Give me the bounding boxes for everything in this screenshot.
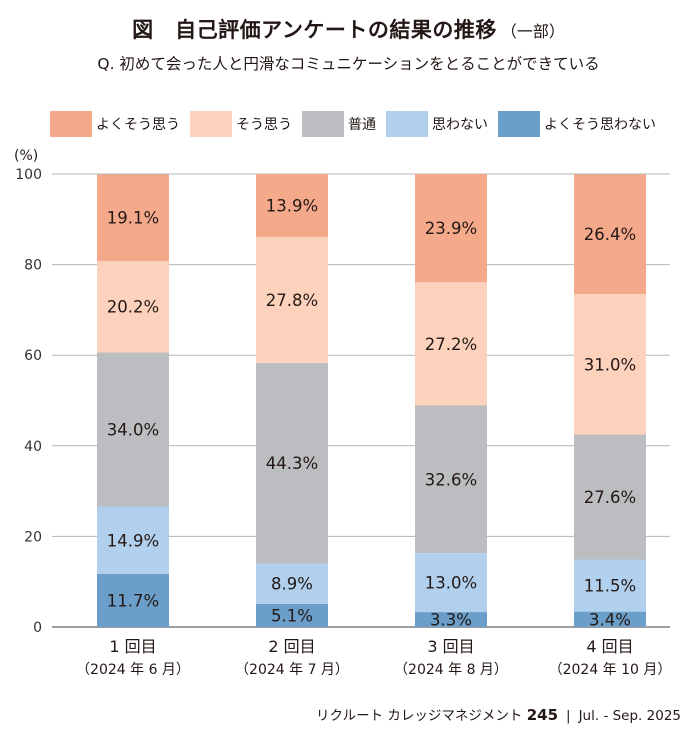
legend-swatch — [386, 111, 428, 137]
bar-segment — [97, 260, 169, 353]
data-label: 27.6% — [584, 488, 636, 507]
bar-segment — [415, 282, 487, 406]
legend-item: よくそう思う — [50, 111, 180, 137]
data-label: 34.0% — [107, 420, 159, 439]
x-category-sublabel: （2024 年 7 月） — [235, 662, 349, 678]
data-label: 13.9% — [266, 196, 318, 215]
bar-segment — [415, 174, 487, 283]
bar-segment — [97, 573, 169, 627]
y-tick-label: 20 — [24, 529, 42, 545]
survey-question: Q. 初めて会った人と円滑なコミュニケーションをとることができている — [97, 55, 600, 73]
x-category-sublabel: （2024 年 6 月） — [76, 662, 190, 678]
data-label: 31.0% — [584, 355, 636, 374]
bar-segment — [97, 174, 169, 261]
data-label: 5.1% — [271, 606, 313, 625]
legend-label: そう思う — [236, 117, 292, 133]
bar-segment — [574, 294, 646, 435]
x-category-label: 2 回目 — [268, 637, 315, 656]
legend-label: 思わない — [432, 117, 488, 133]
bar-segment — [97, 506, 169, 574]
data-label: 3.4% — [589, 610, 631, 629]
data-label: 23.9% — [425, 219, 477, 238]
legend-label: よくそう思う — [96, 117, 180, 133]
bar-segment — [256, 174, 328, 237]
data-label: 27.2% — [425, 335, 477, 354]
legend-item: そう思う — [190, 111, 292, 137]
x-category-sublabel: （2024 年 8 月） — [394, 662, 508, 678]
chart-title: 図 自己評価アンケートの結果の推移 （一部） — [0, 14, 697, 44]
legend-item: 普通 — [302, 111, 376, 137]
data-label: 32.6% — [425, 470, 477, 489]
bar-segment — [256, 236, 328, 363]
data-label: 27.8% — [266, 291, 318, 310]
legend-swatch — [302, 111, 344, 137]
footer: リクルート カレッジマネジメント 245 | Jul. - Sep. 2025 — [316, 704, 681, 724]
data-label: 19.1% — [107, 209, 159, 228]
data-label: 11.7% — [107, 591, 159, 610]
legend-swatch — [50, 111, 92, 137]
legend-swatch — [498, 111, 540, 137]
title-main: 図 自己評価アンケートの結果の推移 — [132, 18, 497, 42]
bar-segment — [256, 362, 328, 564]
bar-segment — [97, 352, 169, 507]
footer-period: Jul. - Sep. 2025 — [578, 708, 681, 724]
data-label: 44.3% — [266, 454, 318, 473]
bar-segment — [415, 612, 487, 627]
bar-segment — [574, 174, 646, 295]
y-tick-label: 80 — [24, 258, 42, 274]
bar-segment — [415, 405, 487, 554]
footer-publication: リクルート カレッジマネジメント — [316, 708, 523, 724]
data-label: 26.4% — [584, 225, 636, 244]
data-label: 14.9% — [107, 531, 159, 550]
x-category-label: 3 回目 — [427, 637, 474, 656]
bar-segment — [574, 559, 646, 612]
legend-swatch — [190, 111, 232, 137]
y-axis-unit: (%) — [14, 148, 39, 164]
data-label: 3.3% — [430, 611, 472, 630]
bar-segment — [256, 603, 328, 627]
title-sub: （一部） — [500, 22, 565, 41]
y-tick-label: 100 — [15, 167, 42, 183]
data-label: 8.9% — [271, 575, 313, 594]
data-label: 20.2% — [107, 298, 159, 317]
legend-item: 思わない — [386, 111, 488, 137]
x-category-label: 4 回目 — [586, 637, 633, 656]
y-tick-label: 40 — [24, 439, 42, 455]
bar-segment — [415, 553, 487, 613]
y-tick-label: 60 — [24, 348, 42, 364]
legend-item: よくそう思わない — [498, 111, 656, 137]
y-tick-label: 0 — [33, 620, 42, 636]
footer-issue: 245 — [526, 706, 559, 724]
bar-segment — [574, 611, 646, 627]
legend-label: よくそう思わない — [544, 117, 656, 133]
stacked-bar-chart: 0 20 40 60 80 100 11.7% 14.9% 34.0% 20.2% 19.1% 1 回… — [15, 167, 672, 678]
bar-segment — [574, 434, 646, 560]
x-category-sublabel: （2024 年 10 月） — [549, 662, 672, 678]
data-label: 13.0% — [425, 574, 477, 593]
data-label: 11.5% — [584, 577, 636, 596]
footer-separator: | — [566, 708, 571, 724]
bar-segment — [256, 563, 328, 604]
chart-legend: よくそう思う そう思う 普通 思わない よくそう思わない — [50, 110, 666, 138]
x-category-label: 1 回目 — [109, 637, 156, 656]
legend-label: 普通 — [348, 117, 376, 133]
